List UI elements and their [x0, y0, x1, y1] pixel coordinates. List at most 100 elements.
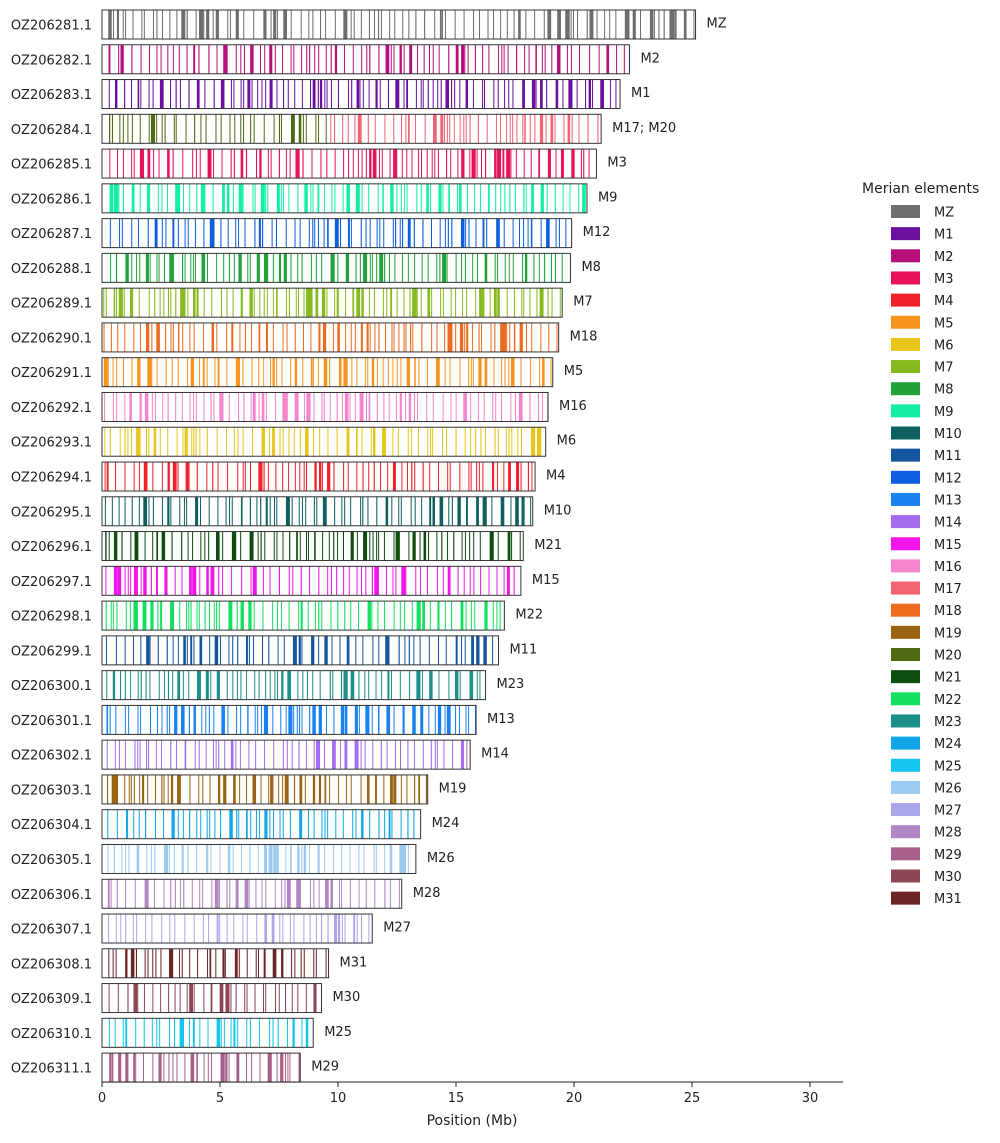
merian-stripe: [224, 740, 226, 770]
merian-stripe: [565, 218, 567, 248]
merian-stripe: [356, 357, 358, 387]
merian-stripe: [282, 322, 284, 352]
merian-stripe: [446, 149, 448, 179]
merian-stripe: [235, 879, 239, 909]
merian-stripe: [511, 531, 513, 561]
merian-stripe: [434, 740, 436, 770]
merian-stripe: [440, 114, 444, 144]
merian-stripe: [229, 879, 231, 909]
merian-stripe: [451, 218, 453, 248]
merian-stripe: [301, 44, 303, 74]
merian-stripe: [261, 392, 265, 422]
merian-stripe: [399, 844, 403, 874]
merian-stripe: [159, 427, 161, 457]
merian-stripe: [250, 566, 252, 596]
merian-stripe: [130, 531, 132, 561]
merian-stripe: [170, 879, 172, 909]
merian-stripe: [384, 427, 386, 457]
legend-label: M2: [934, 250, 954, 265]
merian-stripe: [210, 983, 213, 1013]
merian-stripe: [194, 114, 196, 144]
merian-stripe: [378, 44, 380, 74]
chromosome-label: OZ206304.1: [11, 818, 92, 833]
merian-stripe: [297, 253, 299, 283]
merian-stripe: [406, 149, 408, 179]
merian-stripe: [236, 601, 238, 631]
merian-stripe: [210, 566, 215, 596]
merian-stripe: [273, 10, 277, 39]
chromosome-row: OZ206310.1 M25: [11, 1017, 352, 1048]
merian-stripe: [396, 183, 398, 213]
merian-stripe: [312, 357, 314, 387]
merian-stripe: [409, 670, 411, 700]
merian-stripe: [130, 774, 132, 804]
merian-stripe: [438, 183, 442, 213]
chromosome-stripes: [109, 183, 586, 213]
merian-stripe: [104, 392, 106, 422]
merian-stripe: [446, 114, 448, 144]
merian-stripe: [170, 601, 174, 631]
merian-stripe: [311, 149, 313, 179]
merian-stripe: [107, 809, 109, 839]
merian-stripe: [386, 740, 388, 770]
merian-stripe: [470, 462, 472, 492]
merian-stripe: [399, 601, 401, 631]
merian-stripe: [543, 10, 545, 39]
merian-stripe: [428, 705, 430, 735]
merian-stripe: [466, 496, 468, 526]
merian-stripe: [693, 10, 695, 39]
merian-stripe: [217, 357, 220, 387]
chromosome-stripes: [108, 914, 370, 944]
merian-stripe: [133, 1053, 136, 1083]
merian-stripe: [271, 218, 273, 248]
merian-stripe: [578, 114, 580, 144]
merian-stripe: [315, 114, 317, 144]
chromosome-row: OZ206306.1 M28: [11, 878, 440, 909]
merian-stripe: [344, 705, 348, 735]
merian-stripe: [314, 44, 316, 74]
chromosome-outline: [101, 357, 554, 388]
merian-stripe: [184, 914, 186, 944]
merian-stripe: [240, 601, 244, 631]
merian-stripe: [313, 983, 317, 1013]
merian-stripe: [230, 79, 232, 109]
merian-stripe: [323, 392, 325, 422]
merian-stripe: [297, 183, 299, 213]
merian-stripe: [192, 566, 197, 596]
merian-stripe: [427, 427, 429, 457]
x-tick-label: 30: [802, 1091, 819, 1106]
merian-stripe: [511, 427, 513, 457]
merian-stripe: [199, 1018, 201, 1048]
merian-stripe: [459, 114, 461, 144]
merian-stripe: [449, 566, 451, 596]
merian-stripe: [105, 635, 107, 665]
merian-stripe: [273, 844, 277, 874]
legend-label: M21: [934, 671, 962, 686]
merian-stripe: [537, 427, 542, 457]
merian-stripe: [463, 392, 467, 422]
merian-stripe: [140, 79, 142, 109]
merian-stripe: [276, 357, 278, 387]
legend-label: M29: [934, 848, 962, 863]
chromosome-row: OZ206295.1 M10: [11, 496, 571, 527]
merian-stripe: [134, 740, 136, 770]
merian-stripe: [281, 357, 283, 387]
merian-stripe: [368, 462, 370, 492]
merian-stripe: [180, 288, 184, 318]
merian-stripe: [398, 879, 400, 909]
merian-stripe: [202, 914, 204, 944]
merian-stripe: [374, 114, 376, 144]
merian-stripe: [467, 44, 469, 74]
merian-stripe: [136, 914, 138, 944]
merian-stripe: [405, 114, 407, 144]
merian-stripe: [137, 357, 141, 387]
merian-stripe: [461, 44, 465, 74]
merian-stripe: [227, 462, 229, 492]
merian-label: M7: [573, 295, 593, 310]
merian-stripe: [131, 149, 133, 179]
merian-stripe: [263, 462, 265, 492]
merian-stripe: [299, 462, 301, 492]
merian-stripe: [424, 10, 426, 39]
merian-stripe: [256, 496, 258, 526]
merian-stripe: [288, 601, 290, 631]
